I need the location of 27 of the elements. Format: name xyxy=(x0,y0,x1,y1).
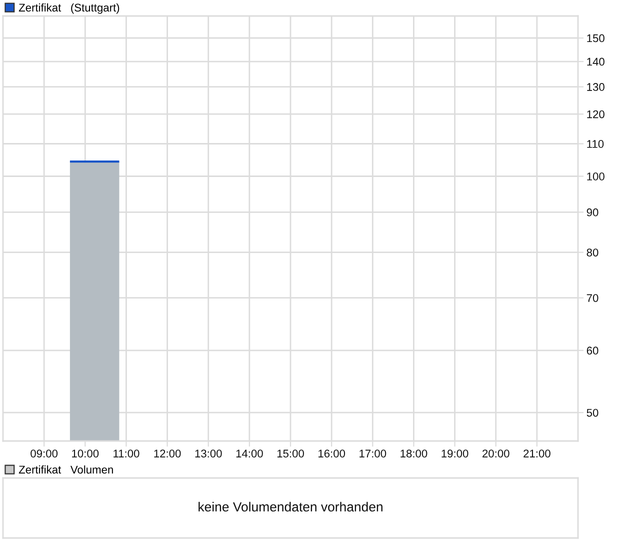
y-tick-label: 150 xyxy=(587,34,604,42)
y-tick-label: 120 xyxy=(587,110,604,118)
x-tick-label: 18:00 xyxy=(400,450,428,458)
y-tick-label: 130 xyxy=(587,83,604,91)
x-tick-label: 15:00 xyxy=(277,450,304,458)
x-tick-label: 17:00 xyxy=(360,450,386,458)
y-tick-label: 60 xyxy=(586,346,598,355)
y-tick-label: 50 xyxy=(586,408,598,417)
x-tick-label: 19:00 xyxy=(442,450,468,458)
y-tick-label: 100 xyxy=(587,172,604,180)
x-tick-label: 10:00 xyxy=(72,450,99,458)
x-tick-label: 14:00 xyxy=(236,450,263,458)
y-tick-label: 140 xyxy=(587,58,604,66)
y-tick-label: 90 xyxy=(586,208,598,216)
y-tick-label: 80 xyxy=(586,248,598,256)
x-tick-label: 16:00 xyxy=(318,450,346,458)
x-tick-label: 09:00 xyxy=(30,450,58,458)
legend-label: Zertifikat Volumen xyxy=(18,465,113,474)
x-tick-label: 11:00 xyxy=(114,450,140,458)
x-tick-label: 13:00 xyxy=(195,450,222,458)
y-tick-label: 110 xyxy=(587,140,604,148)
x-tick-label: 21:00 xyxy=(524,450,550,458)
text: keine Volumendaten vorhanden xyxy=(198,502,382,512)
legend-label: Zertifikat (Stuttgart) xyxy=(18,3,120,14)
x-tick-label: 20:00 xyxy=(482,450,510,458)
x-tick-label: 12:00 xyxy=(154,450,181,458)
y-tick-label: 70 xyxy=(586,294,598,302)
